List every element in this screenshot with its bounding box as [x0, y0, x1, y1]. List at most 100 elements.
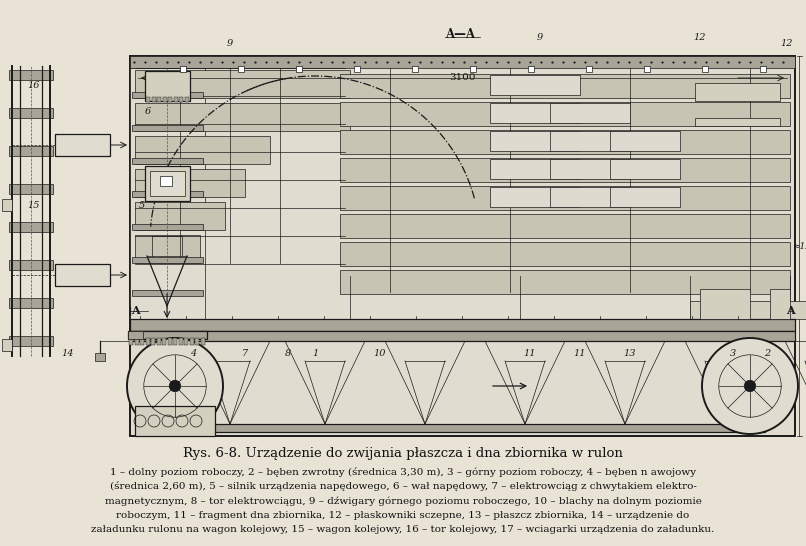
Text: 4: 4: [190, 349, 196, 359]
Bar: [55, 134, 110, 156]
Text: 1: 1: [312, 349, 318, 359]
Bar: [135, 235, 200, 263]
Bar: [163, 97, 167, 102]
Bar: [156, 338, 160, 345]
Text: 8: 8: [285, 349, 291, 359]
Text: 9: 9: [537, 33, 543, 43]
Bar: [179, 97, 183, 102]
Bar: [130, 56, 795, 436]
Text: 14: 14: [62, 349, 74, 359]
Bar: [490, 75, 580, 95]
Bar: [135, 406, 215, 436]
Bar: [150, 171, 185, 196]
Bar: [145, 166, 190, 201]
Bar: [146, 97, 150, 102]
Bar: [160, 176, 172, 186]
Text: 16: 16: [27, 81, 40, 91]
Bar: [9, 260, 53, 270]
Bar: [9, 222, 53, 232]
Bar: [129, 338, 133, 345]
Bar: [95, 353, 105, 361]
Bar: [128, 331, 207, 339]
Circle shape: [744, 380, 756, 392]
Bar: [550, 187, 630, 207]
Bar: [157, 97, 161, 102]
Bar: [340, 158, 790, 182]
Bar: [185, 97, 189, 102]
Bar: [9, 298, 53, 308]
Bar: [152, 97, 156, 102]
Bar: [135, 202, 225, 230]
Bar: [173, 97, 177, 102]
Text: 5: 5: [139, 201, 145, 211]
Bar: [490, 159, 580, 179]
Bar: [168, 97, 172, 102]
Bar: [490, 103, 580, 123]
Bar: [490, 131, 580, 151]
Bar: [132, 125, 203, 131]
Text: ≈12,00: ≈12,00: [792, 241, 806, 251]
Bar: [550, 159, 630, 179]
Bar: [132, 158, 203, 164]
Bar: [9, 108, 53, 118]
Text: 1 – dolny poziom roboczy, 2 – bęben zwrotny (średnica 3,30 m), 3 – górny poziom : 1 – dolny poziom roboczy, 2 – bęben zwro…: [110, 467, 696, 477]
Bar: [690, 301, 806, 319]
Bar: [130, 319, 795, 331]
Bar: [160, 424, 765, 432]
Bar: [132, 224, 203, 230]
Bar: [490, 187, 580, 207]
Bar: [146, 338, 149, 345]
Text: 9: 9: [226, 39, 233, 48]
Bar: [700, 289, 750, 319]
Bar: [201, 338, 205, 345]
Text: magnetycznym, 8 – tor elektrowciągu, 9 – dźwigary górnego poziomu roboczego, 10 : magnetycznym, 8 – tor elektrowciągu, 9 –…: [105, 496, 701, 506]
Text: 11: 11: [574, 349, 586, 359]
Circle shape: [169, 380, 181, 392]
Bar: [132, 191, 203, 197]
Bar: [9, 146, 53, 156]
Bar: [296, 66, 302, 72]
Bar: [151, 338, 155, 345]
Bar: [132, 290, 203, 296]
Bar: [354, 66, 360, 72]
Bar: [340, 214, 790, 238]
Bar: [180, 66, 186, 72]
Text: 3: 3: [730, 349, 736, 359]
Bar: [340, 130, 790, 154]
Bar: [238, 66, 244, 72]
Text: A: A: [786, 306, 794, 317]
Text: 6: 6: [145, 106, 152, 116]
Bar: [9, 70, 53, 80]
Bar: [644, 66, 650, 72]
Bar: [135, 70, 350, 98]
Text: 11: 11: [524, 349, 536, 359]
Bar: [470, 66, 476, 72]
Bar: [173, 338, 177, 345]
Text: 3100: 3100: [449, 74, 476, 82]
Bar: [140, 338, 144, 345]
Bar: [130, 56, 795, 68]
Bar: [162, 338, 166, 345]
Bar: [610, 131, 680, 151]
Text: A—A: A—A: [445, 27, 475, 40]
Bar: [184, 338, 188, 345]
Bar: [340, 242, 790, 266]
Bar: [135, 136, 270, 164]
Bar: [178, 338, 182, 345]
Text: 13: 13: [624, 349, 636, 359]
Bar: [132, 257, 203, 263]
Text: roboczym, 11 – fragment dna zbiornika, 12 – płaskowniki sczepne, 13 – płaszcz zb: roboczym, 11 – fragment dna zbiornika, 1…: [116, 511, 690, 520]
Text: 12: 12: [781, 39, 793, 48]
Bar: [9, 184, 53, 194]
Bar: [145, 71, 190, 101]
Text: 10: 10: [374, 349, 386, 359]
Bar: [770, 289, 790, 319]
Bar: [189, 338, 193, 345]
Bar: [340, 102, 790, 126]
Bar: [135, 169, 245, 197]
Bar: [135, 103, 350, 131]
Bar: [550, 131, 630, 151]
Text: A: A: [131, 306, 139, 317]
Text: 15: 15: [27, 201, 40, 211]
Text: (średnica 2,60 m), 5 – silnik urządzenia napędowego, 6 – wał napędowy, 7 – elekt: (średnica 2,60 m), 5 – silnik urządzenia…: [110, 482, 696, 491]
